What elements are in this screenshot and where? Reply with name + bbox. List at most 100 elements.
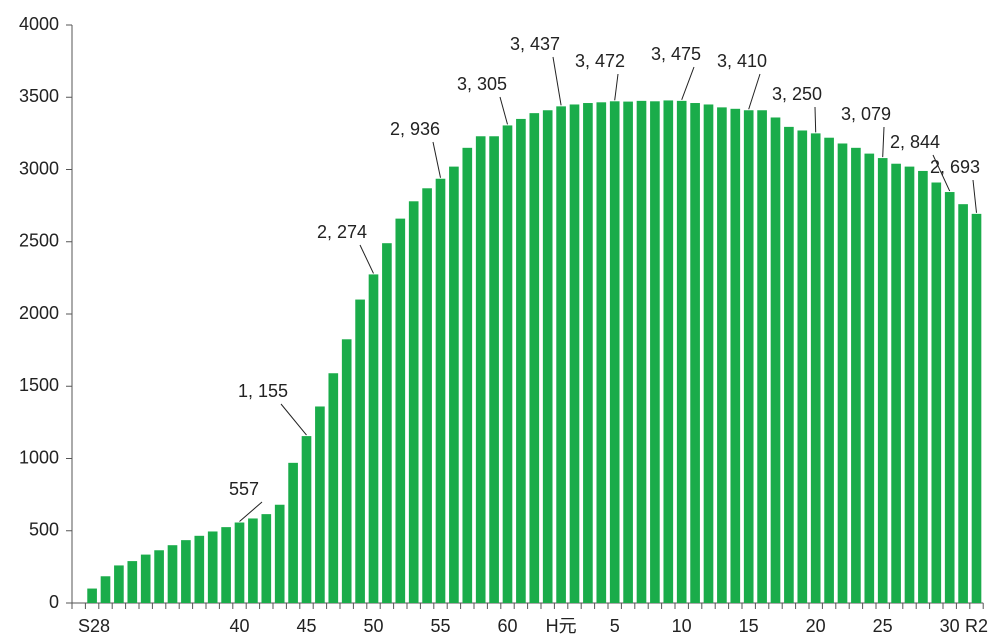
data-label: 2, 274 xyxy=(317,222,367,242)
x-tick-label: 45 xyxy=(296,616,316,636)
data-label: 3, 437 xyxy=(510,34,560,54)
bar xyxy=(315,406,325,603)
label-pointer xyxy=(932,154,951,192)
x-tick-label: 20 xyxy=(806,616,826,636)
bar xyxy=(542,110,553,603)
label-pointer xyxy=(280,403,307,436)
bar xyxy=(355,299,365,603)
bar xyxy=(703,104,714,603)
bar xyxy=(971,213,982,603)
x-tick-label: 55 xyxy=(430,616,450,636)
label-pointer xyxy=(882,126,885,158)
bar xyxy=(114,565,124,603)
y-tick-label: 1000 xyxy=(19,447,59,467)
bar xyxy=(636,100,647,604)
x-tick-label: S28 xyxy=(78,616,110,636)
bar xyxy=(422,188,432,603)
label-pointer xyxy=(614,73,619,101)
bar xyxy=(301,436,312,603)
label-pointer xyxy=(499,96,508,125)
bar xyxy=(877,158,888,603)
bar xyxy=(690,103,700,603)
x-tick-label: R2 xyxy=(965,616,988,636)
bar xyxy=(663,100,674,603)
bar xyxy=(583,103,593,603)
bar xyxy=(569,104,580,603)
bar xyxy=(408,201,419,604)
bar xyxy=(743,110,754,603)
bar xyxy=(328,373,339,603)
bar xyxy=(449,166,459,604)
x-tick-label: H元 xyxy=(546,616,577,636)
bar xyxy=(274,504,285,603)
bar xyxy=(918,170,928,603)
x-tick-label: 10 xyxy=(672,616,692,636)
bar xyxy=(676,100,687,604)
y-tick-label: 1500 xyxy=(19,375,59,395)
bar xyxy=(944,192,955,604)
x-tick-label: 50 xyxy=(363,616,383,636)
bar xyxy=(234,522,245,603)
bar xyxy=(261,514,272,603)
bar xyxy=(167,545,178,603)
data-label: 3, 305 xyxy=(457,74,507,94)
bar xyxy=(194,535,205,603)
bar xyxy=(609,101,620,604)
bar xyxy=(623,101,633,604)
bar xyxy=(717,107,727,604)
bar xyxy=(368,274,379,603)
bar xyxy=(650,101,660,604)
bar xyxy=(824,137,834,603)
data-label: 2, 844 xyxy=(890,132,940,152)
bar xyxy=(248,518,258,603)
bar xyxy=(341,339,352,603)
bar xyxy=(864,153,875,604)
data-label: 3, 472 xyxy=(575,51,625,71)
x-tick-label: 40 xyxy=(229,616,249,636)
bar xyxy=(784,126,794,603)
data-label: 557 xyxy=(229,479,259,499)
x-tick-label: 60 xyxy=(497,616,517,636)
bar xyxy=(140,554,151,603)
x-tick-label: 15 xyxy=(739,616,759,636)
bar xyxy=(288,462,298,603)
bar xyxy=(556,106,566,603)
bar xyxy=(797,130,808,604)
bar xyxy=(757,110,767,603)
bar xyxy=(87,588,97,603)
bar xyxy=(891,163,901,603)
bar xyxy=(207,531,218,603)
label-pointer xyxy=(681,66,695,101)
data-label: 3, 079 xyxy=(841,104,891,124)
bar xyxy=(596,102,607,604)
bar xyxy=(181,540,191,603)
label-pointer xyxy=(239,501,263,522)
bar xyxy=(221,527,231,603)
y-tick-label: 2500 xyxy=(19,231,59,251)
label-pointer xyxy=(552,56,562,106)
y-tick-label: 3000 xyxy=(19,158,59,178)
y-tick-label: 0 xyxy=(49,592,59,612)
bar xyxy=(837,143,848,604)
data-label: 2, 936 xyxy=(390,119,440,139)
bar xyxy=(382,243,392,603)
bar xyxy=(127,561,138,603)
bar xyxy=(435,178,446,604)
bar xyxy=(502,125,513,604)
bar xyxy=(475,136,486,603)
bar xyxy=(770,117,781,603)
label-pointer xyxy=(359,244,374,274)
bar xyxy=(489,136,499,603)
y-tick-label: 2000 xyxy=(19,303,59,323)
bar xyxy=(851,147,861,603)
y-tick-label: 500 xyxy=(29,520,59,540)
data-label: 2, 693 xyxy=(930,157,980,177)
label-pointer xyxy=(432,141,441,178)
bar xyxy=(462,147,473,603)
data-label: 1, 155 xyxy=(238,381,288,401)
x-tick-label: 25 xyxy=(873,616,893,636)
bar xyxy=(810,133,821,603)
x-tick-label: 30 xyxy=(940,616,960,636)
bar xyxy=(516,118,526,604)
